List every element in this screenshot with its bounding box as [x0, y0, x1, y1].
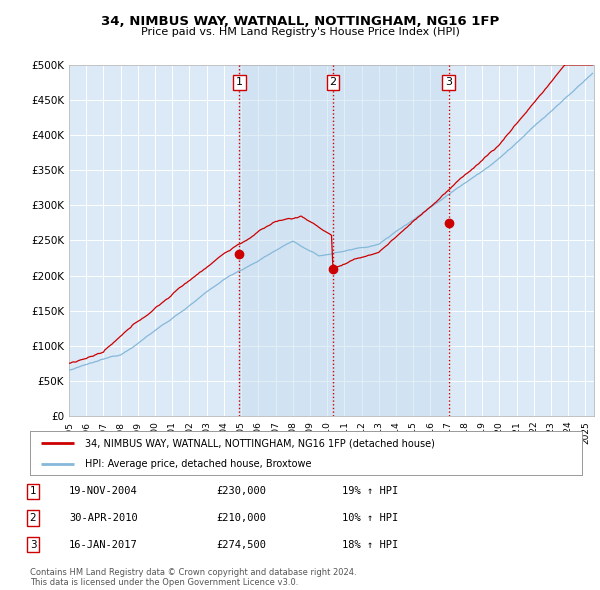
- Text: 2: 2: [29, 513, 37, 523]
- Text: 10% ↑ HPI: 10% ↑ HPI: [342, 513, 398, 523]
- Text: 18% ↑ HPI: 18% ↑ HPI: [342, 540, 398, 549]
- Text: 19-NOV-2004: 19-NOV-2004: [69, 487, 138, 496]
- Text: 1: 1: [29, 487, 37, 496]
- Text: HPI: Average price, detached house, Broxtowe: HPI: Average price, detached house, Brox…: [85, 459, 312, 469]
- Text: £230,000: £230,000: [216, 487, 266, 496]
- Text: 16-JAN-2017: 16-JAN-2017: [69, 540, 138, 549]
- Text: 3: 3: [445, 77, 452, 87]
- Text: 34, NIMBUS WAY, WATNALL, NOTTINGHAM, NG16 1FP: 34, NIMBUS WAY, WATNALL, NOTTINGHAM, NG1…: [101, 15, 499, 28]
- Text: 1: 1: [236, 77, 243, 87]
- Text: Price paid vs. HM Land Registry's House Price Index (HPI): Price paid vs. HM Land Registry's House …: [140, 28, 460, 37]
- Text: £210,000: £210,000: [216, 513, 266, 523]
- Text: 3: 3: [29, 540, 37, 549]
- Text: Contains HM Land Registry data © Crown copyright and database right 2024.
This d: Contains HM Land Registry data © Crown c…: [30, 568, 356, 587]
- Bar: [239, 65, 449, 416]
- Text: 30-APR-2010: 30-APR-2010: [69, 513, 138, 523]
- Text: 34, NIMBUS WAY, WATNALL, NOTTINGHAM, NG16 1FP (detached house): 34, NIMBUS WAY, WATNALL, NOTTINGHAM, NG1…: [85, 438, 435, 448]
- Text: 19% ↑ HPI: 19% ↑ HPI: [342, 487, 398, 496]
- Text: 2: 2: [329, 77, 337, 87]
- Text: £274,500: £274,500: [216, 540, 266, 549]
